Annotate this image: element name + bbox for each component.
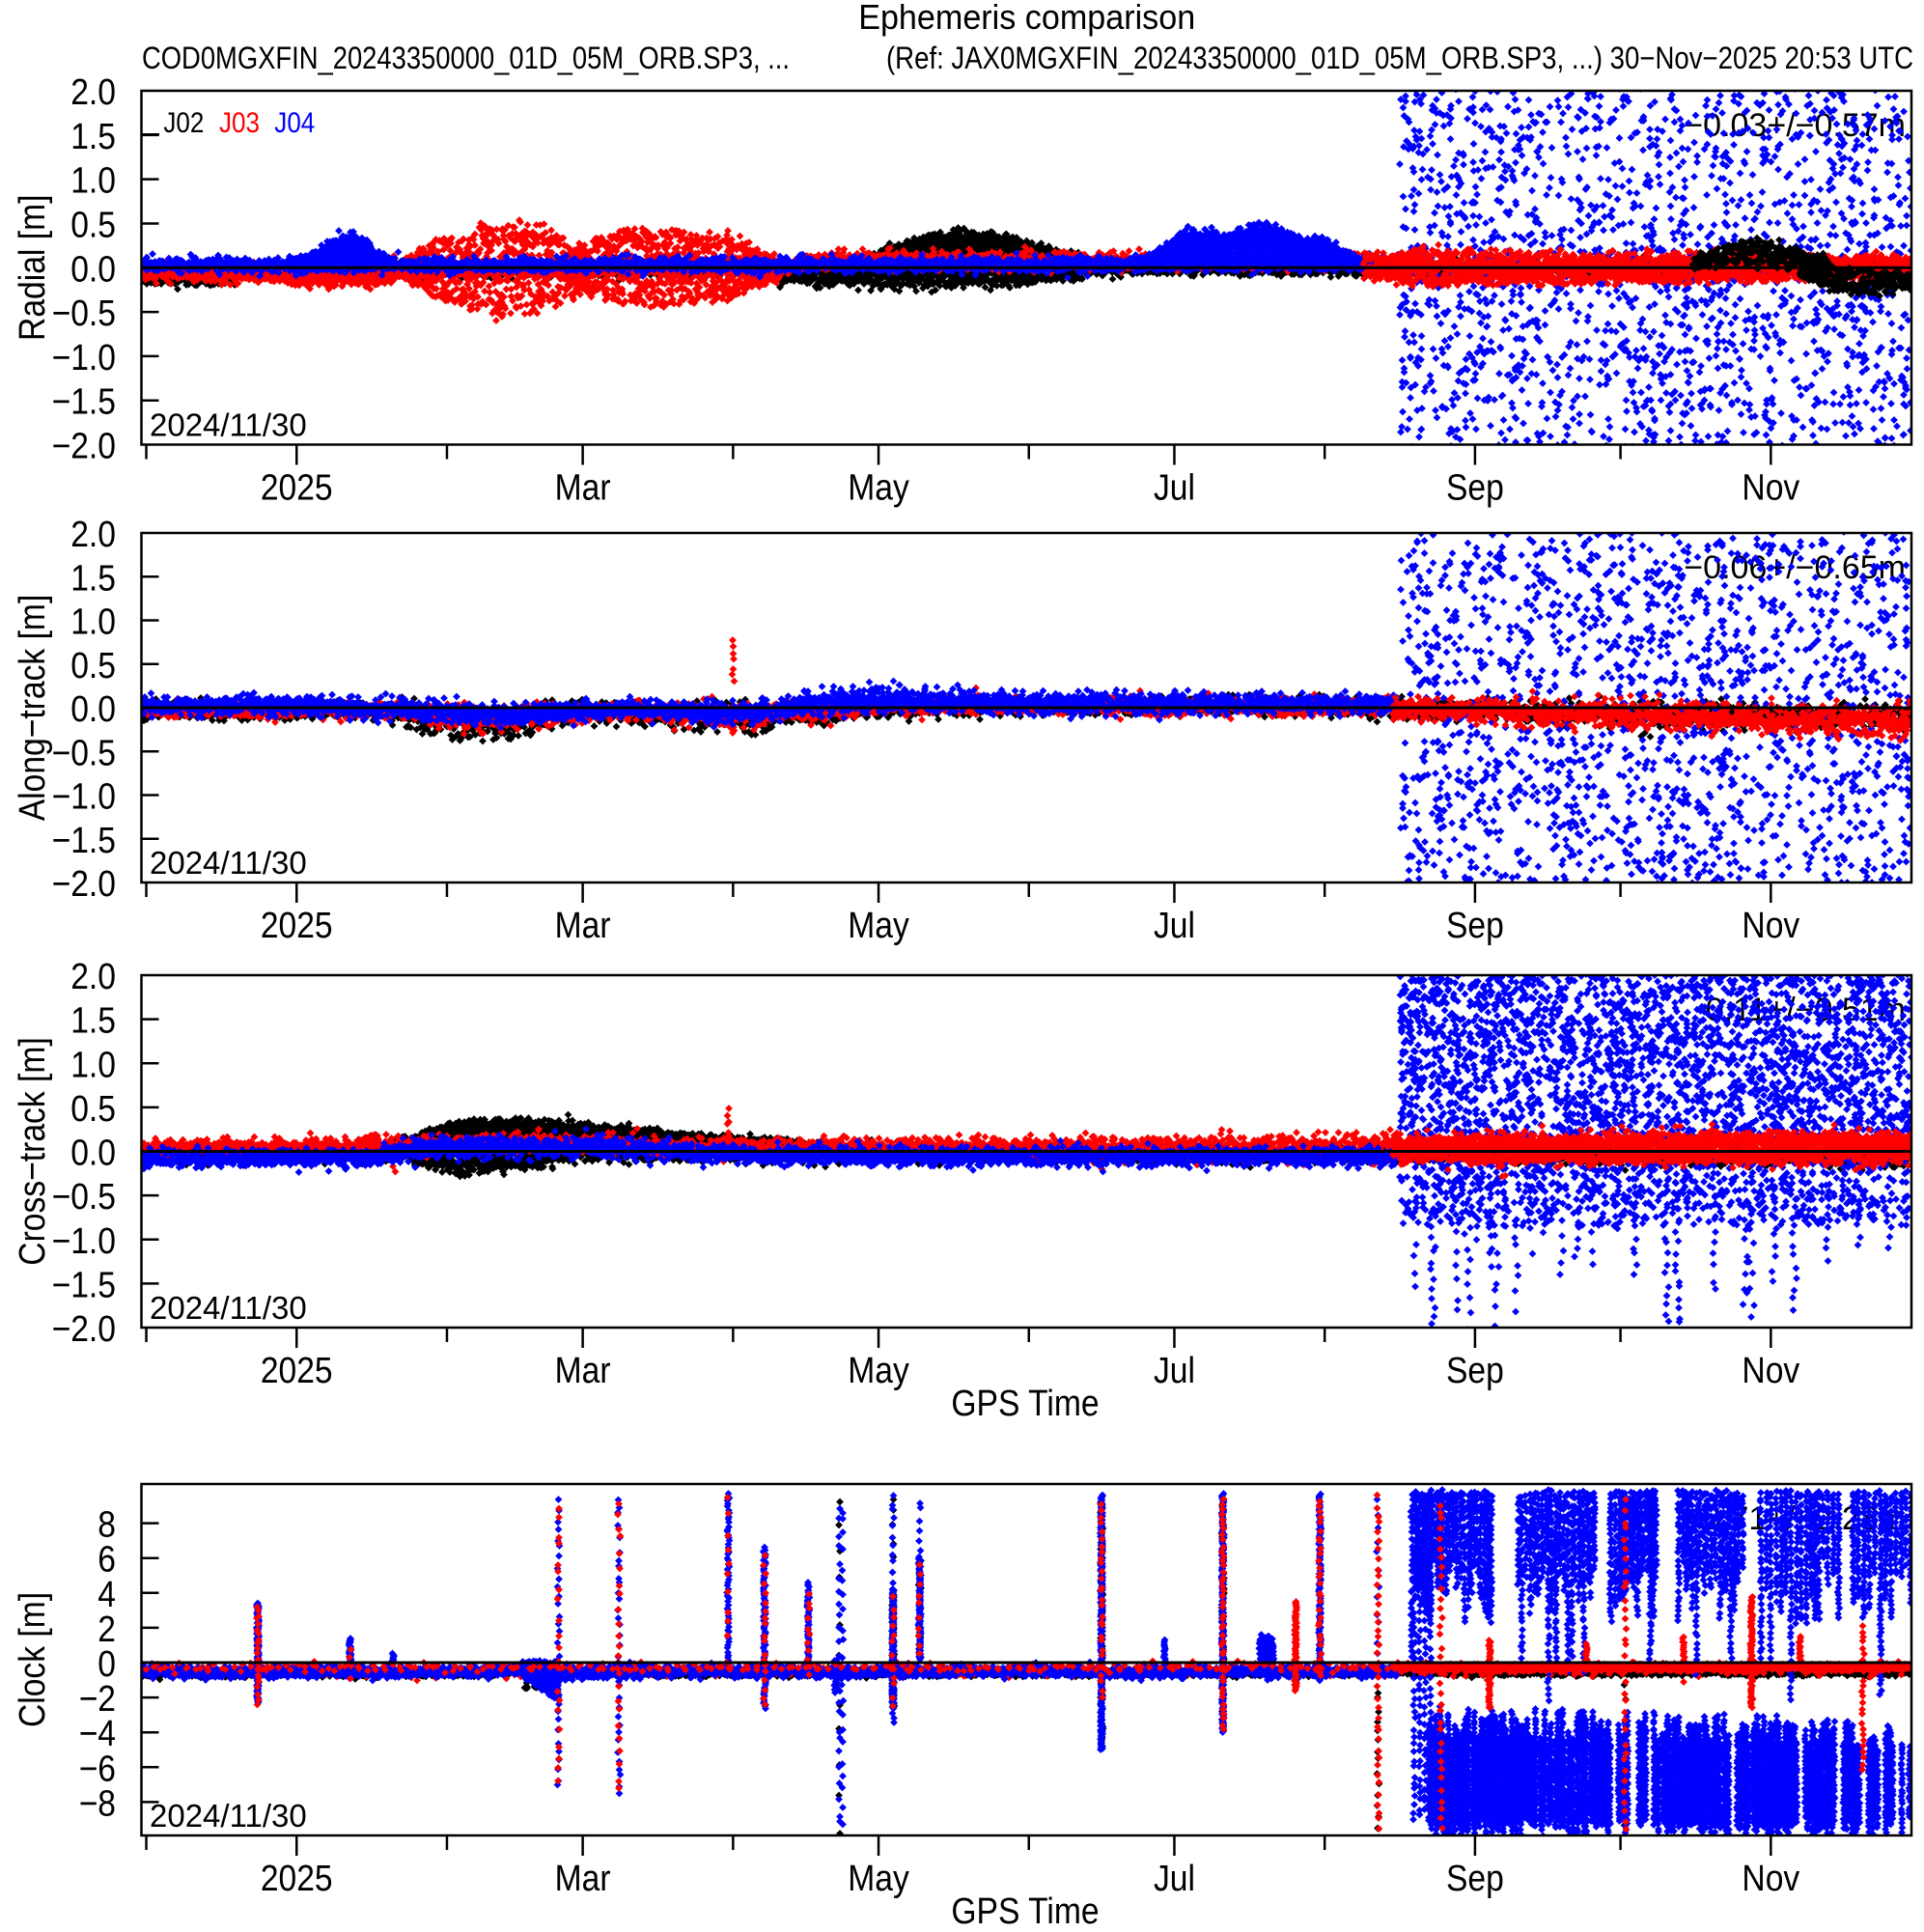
svg-text:1.0: 1.0 — [70, 1045, 116, 1085]
svg-text:Nov: Nov — [1742, 468, 1799, 509]
svg-text:Sep: Sep — [1446, 906, 1504, 946]
svg-text:1.0: 1.0 — [70, 602, 116, 643]
svg-text:Radial [m]: Radial [m] — [13, 195, 53, 341]
svg-text:Jul: Jul — [1154, 1859, 1195, 1899]
svg-text:2024/11/30: 2024/11/30 — [150, 1290, 307, 1326]
svg-text:May: May — [848, 1859, 909, 1899]
svg-text:Sep: Sep — [1446, 1859, 1504, 1899]
svg-text:Mar: Mar — [555, 1859, 611, 1899]
svg-text:−2.0: −2.0 — [52, 427, 116, 467]
svg-text:Clock [m]: Clock [m] — [13, 1592, 53, 1727]
svg-text:J04: J04 — [274, 107, 315, 139]
svg-text:Ephemeris comparison: Ephemeris comparison — [858, 0, 1195, 37]
svg-text:1.5: 1.5 — [70, 1001, 116, 1042]
svg-text:May: May — [848, 906, 909, 946]
svg-text:0.0: 0.0 — [70, 249, 116, 290]
svg-text:−0.5: −0.5 — [52, 294, 116, 334]
svg-text:2024/11/30: 2024/11/30 — [150, 1798, 307, 1834]
svg-text:−0.5: −0.5 — [52, 1177, 116, 1218]
svg-text:(Ref: JAX0MGXFIN_20243350000_0: (Ref: JAX0MGXFIN_20243350000_01D_05M_ORB… — [886, 41, 1913, 75]
svg-text:−1.0: −1.0 — [52, 338, 116, 378]
svg-text:6: 6 — [98, 1540, 116, 1581]
svg-text:−1.5: −1.5 — [52, 821, 116, 861]
svg-text:Along−track [m]: Along−track [m] — [13, 595, 53, 822]
svg-text:May: May — [848, 1351, 909, 1391]
svg-text:0: 0 — [98, 1644, 116, 1685]
svg-text:COD0MGXFIN_20243350000_01D_05M: COD0MGXFIN_20243350000_01D_05M_ORB.SP3, … — [142, 41, 790, 75]
svg-text:J03: J03 — [219, 107, 260, 139]
svg-text:Mar: Mar — [555, 906, 611, 946]
svg-text:−0.5: −0.5 — [52, 733, 116, 773]
svg-text:1.0: 1.0 — [70, 161, 116, 202]
svg-text:0.0: 0.0 — [70, 689, 116, 730]
svg-text:Cross−track [m]: Cross−track [m] — [13, 1037, 53, 1265]
svg-text:2.0: 2.0 — [70, 957, 116, 997]
svg-text:Sep: Sep — [1446, 1351, 1504, 1391]
svg-text:−2.0: −2.0 — [52, 864, 116, 905]
svg-text:2024/11/30: 2024/11/30 — [150, 845, 307, 881]
svg-text:−1.5: −1.5 — [52, 1265, 116, 1305]
svg-text:2025: 2025 — [261, 1351, 333, 1391]
svg-text:Jul: Jul — [1154, 1351, 1195, 1391]
svg-text:−6: −6 — [79, 1749, 116, 1789]
svg-text:0.5: 0.5 — [70, 1089, 116, 1130]
svg-text:Nov: Nov — [1742, 906, 1799, 946]
svg-text:2025: 2025 — [261, 468, 333, 509]
svg-text:0.5: 0.5 — [70, 646, 116, 686]
svg-text:−2: −2 — [79, 1679, 116, 1720]
svg-text:−1.0: −1.0 — [52, 777, 116, 818]
svg-text:Jul: Jul — [1154, 906, 1195, 946]
svg-text:Jul: Jul — [1154, 468, 1195, 509]
svg-text:J02: J02 — [163, 107, 204, 139]
svg-text:−2.0: −2.0 — [52, 1309, 116, 1350]
svg-text:−4: −4 — [79, 1714, 116, 1754]
svg-text:0.5: 0.5 — [70, 205, 116, 245]
svg-text:4: 4 — [98, 1575, 116, 1615]
svg-text:−8: −8 — [79, 1783, 116, 1824]
svg-text:1.5: 1.5 — [70, 558, 116, 599]
svg-text:May: May — [848, 468, 909, 509]
svg-text:−1.0: −1.0 — [52, 1221, 116, 1262]
svg-text:GPS Time: GPS Time — [951, 1891, 1099, 1932]
svg-text:8: 8 — [98, 1505, 116, 1546]
svg-text:−1.5: −1.5 — [52, 382, 116, 423]
svg-text:Nov: Nov — [1742, 1351, 1799, 1391]
svg-text:1.5: 1.5 — [70, 117, 116, 157]
svg-text:2025: 2025 — [261, 1859, 333, 1899]
svg-text:GPS Time: GPS Time — [951, 1384, 1099, 1424]
svg-text:Nov: Nov — [1742, 1859, 1799, 1899]
svg-text:2: 2 — [98, 1610, 116, 1650]
svg-text:2025: 2025 — [261, 906, 333, 946]
svg-text:Mar: Mar — [555, 468, 611, 509]
svg-text:Sep: Sep — [1446, 468, 1504, 509]
svg-text:0.0: 0.0 — [70, 1134, 116, 1174]
svg-text:2.0: 2.0 — [70, 515, 116, 555]
svg-text:2024/11/30: 2024/11/30 — [150, 407, 307, 443]
svg-text:2.0: 2.0 — [70, 72, 116, 113]
svg-text:Mar: Mar — [555, 1351, 611, 1391]
